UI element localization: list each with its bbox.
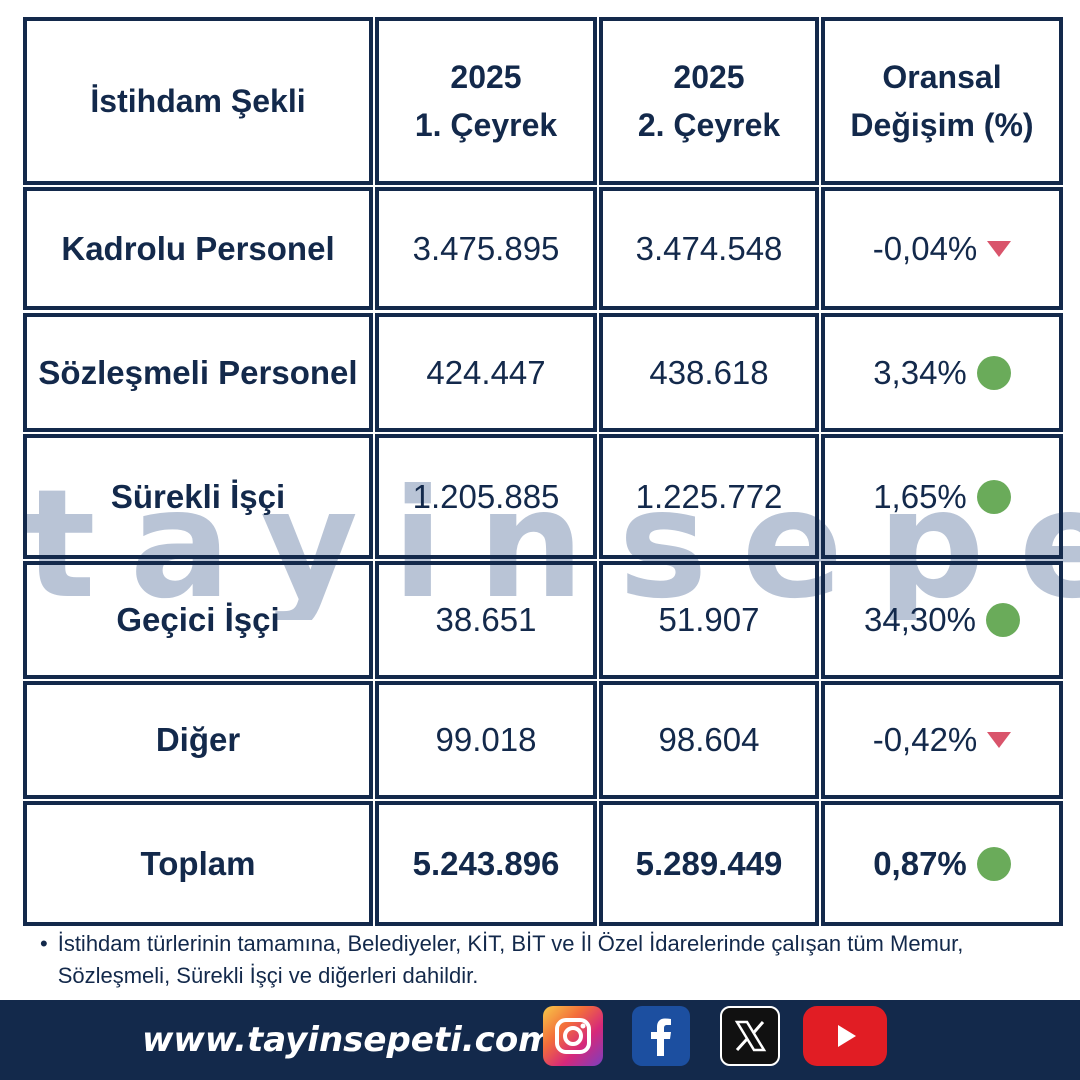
q1-value: 99.018 — [375, 681, 597, 799]
header-change-line1: Oransal — [882, 59, 1002, 95]
down-triangle-icon — [987, 240, 1012, 257]
green-dot-icon — [976, 479, 1011, 514]
change-value: 3,34% — [873, 353, 967, 391]
header-change-line2: Değişim (%) — [850, 107, 1034, 143]
row-label: Sözleşmeli Personel — [23, 313, 373, 432]
total-q1-value: 5.243.896 — [375, 801, 597, 926]
q2-value: 438.618 — [599, 313, 819, 432]
change-cell: 34,30% — [821, 561, 1063, 679]
q1-value: 424.447 — [375, 313, 597, 432]
change-value: -0,04% — [872, 229, 978, 267]
header-label: İstihdam Şekli — [90, 83, 306, 119]
total-change-cell: 0,87% — [821, 801, 1063, 926]
x-icon[interactable] — [720, 1006, 780, 1066]
row-label: Geçici İşçi — [23, 561, 373, 679]
change-cell: 3,34% — [821, 313, 1063, 432]
footer-bar: www.tayinsepeti.com — [0, 1000, 1080, 1080]
change-cell: -0,04% — [821, 187, 1063, 310]
green-dot-icon — [985, 603, 1020, 637]
footnote: • İstihdam türlerinin tamamına, Belediye… — [40, 928, 1050, 992]
q2-value: 3.474.548 — [599, 187, 819, 310]
header-year: 2025 — [450, 59, 522, 95]
watermark: tayinsepeti — [24, 470, 1080, 620]
total-change-value: 0,87% — [873, 844, 967, 882]
row-label: Diğer — [23, 681, 373, 799]
header-q2: 2025 2. Çeyrek — [599, 17, 819, 185]
bullet-icon: • — [40, 931, 48, 956]
row-label: Sürekli İşçi — [23, 434, 373, 559]
instagram-icon[interactable] — [543, 1006, 603, 1066]
q1-value: 3.475.895 — [375, 187, 597, 310]
q2-value: 98.604 — [599, 681, 819, 799]
total-q2-value: 5.289.449 — [599, 801, 819, 926]
q2-value: 1.225.772 — [599, 434, 819, 559]
change-cell: -0,42% — [821, 681, 1063, 799]
total-label: Toplam — [23, 801, 373, 926]
change-value: 34,30% — [864, 601, 976, 638]
change-cell: 1,65% — [821, 434, 1063, 559]
q1-value: 1.205.885 — [375, 434, 597, 559]
row-label: Kadrolu Personel — [23, 187, 373, 310]
header-quarter: 2. Çeyrek — [637, 107, 781, 143]
header-employment-type: İstihdam Şekli — [23, 17, 373, 185]
header-change: Oransal Değişim (%) — [821, 17, 1063, 185]
green-dot-icon — [976, 846, 1011, 881]
change-value: -0,42% — [872, 721, 978, 758]
header-q1: 2025 1. Çeyrek — [375, 17, 597, 185]
change-value: 1,65% — [873, 477, 967, 515]
q2-value: 51.907 — [599, 561, 819, 679]
youtube-icon[interactable] — [803, 1006, 887, 1066]
green-dot-icon — [976, 355, 1011, 390]
q1-value: 38.651 — [375, 561, 597, 679]
footnote-text: İstihdam türlerinin tamamına, Belediyele… — [57, 931, 964, 988]
header-year: 2025 — [673, 59, 745, 95]
facebook-icon[interactable] — [632, 1006, 690, 1066]
header-quarter: 1. Çeyrek — [414, 107, 558, 143]
down-triangle-icon — [987, 732, 1012, 748]
website-link[interactable]: www.tayinsepeti.com — [142, 1020, 554, 1060]
